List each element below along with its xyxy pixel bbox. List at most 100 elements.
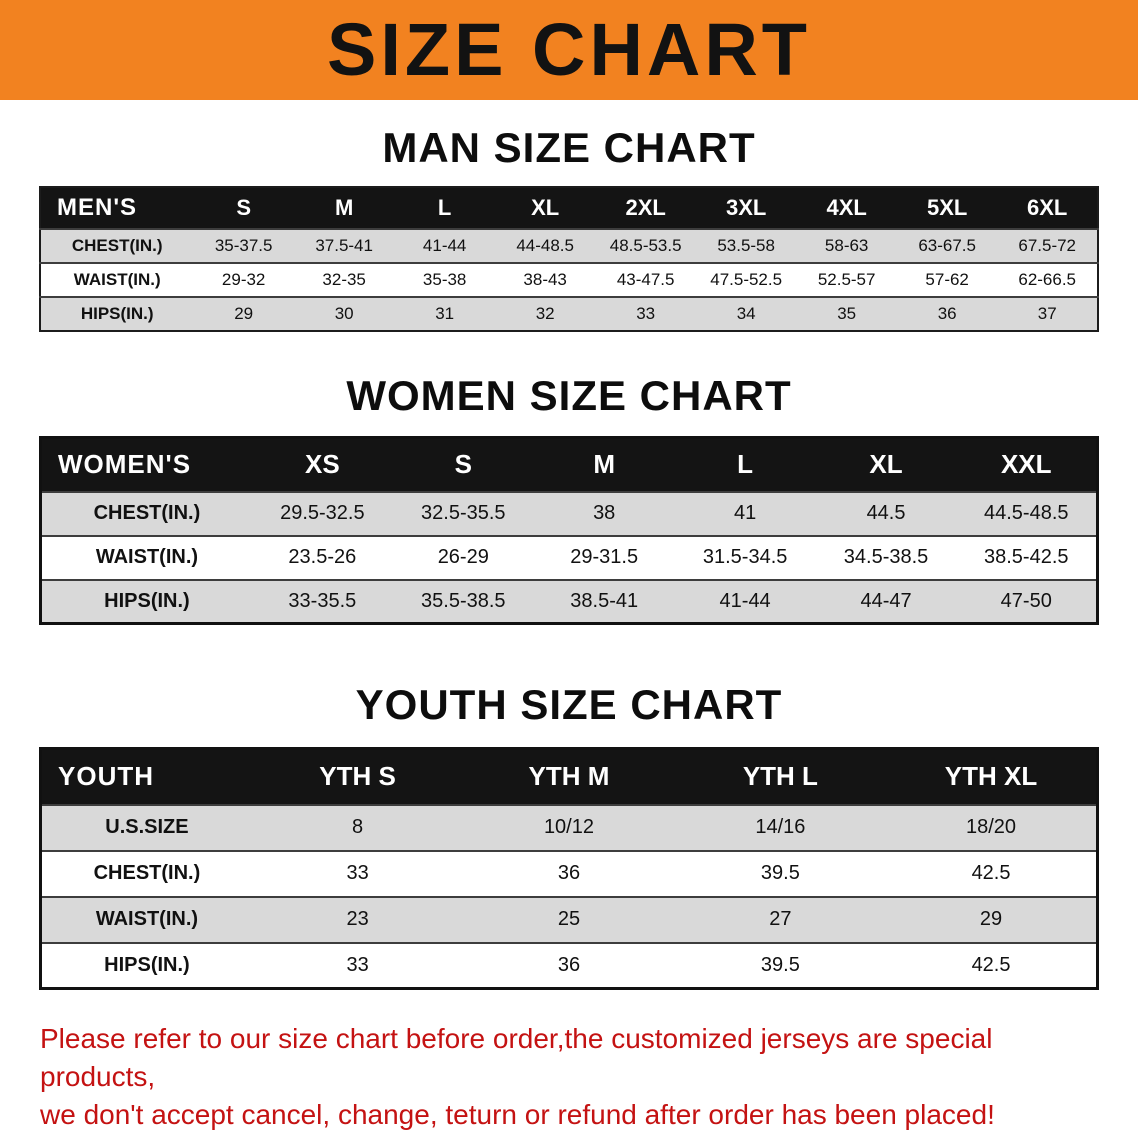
men-size-table: MEN'S S M L XL 2XL 3XL 4XL 5XL 6XL CHEST(IN.) 35-37… [39, 186, 1099, 332]
row-label: CHEST(IN.) [71, 236, 163, 255]
size-value: 23 [346, 908, 369, 930]
men-section-heading: MAN SIZE CHART [382, 124, 756, 171]
youth-size-table: YOUTH YTH S YTH M YTH L YTH XL U.S.SIZE 8 10/12… [39, 747, 1099, 990]
size-value: 29 [234, 304, 254, 323]
row-label: WAIST(IN.) [95, 908, 199, 930]
size-column-header: XL [531, 195, 560, 220]
size-column-header: YTH L [742, 761, 818, 792]
size-value: 52.5-57 [817, 270, 876, 289]
table-row: HIPS(IN.) 33-35.5 35.5-38.5 38.5-41 41-44 44-… [40, 579, 1098, 624]
table-header-row: WOMEN'S XS S M L XL XXL [40, 437, 1098, 492]
size-column-header: XS [305, 449, 340, 480]
size-value: 48.5-53.5 [609, 236, 682, 255]
size-column-header: L [737, 449, 754, 480]
table-row: CHEST(IN.) 35-37.5 37.5-41 41-44 44-48.5 48.5… [40, 229, 1098, 263]
size-column-header: 4XL [826, 195, 867, 220]
size-value: 53.5-58 [717, 236, 775, 255]
row-label: HIPS(IN.) [104, 589, 190, 612]
size-value: 63-67.5 [918, 236, 976, 255]
size-value: 29-32 [221, 270, 266, 289]
row-label: CHEST(IN.) [93, 862, 201, 884]
table-header-row: YOUTH YTH S YTH M YTH L YTH XL [40, 748, 1098, 805]
size-column-header: YTH XL [944, 761, 1038, 792]
size-value: 35-38 [422, 270, 467, 289]
table-row: WAIST(IN.) 29-32 32-35 35-38 38-43 43-47.5 47.… [40, 263, 1098, 297]
size-value: 38 [593, 502, 616, 524]
row-label: WAIST(IN.) [73, 270, 161, 289]
size-column-header: M [334, 195, 354, 220]
table-row: CHEST(IN.) 29.5-32.5 32.5-35.5 38 41 44.5 44.5… [40, 491, 1098, 536]
size-chart-body: MAN SIZE CHART MEN'S S M L XL 2XL 3XL 4XL 5XL 6XL… [0, 124, 1138, 1133]
size-value: 34.5-38.5 [843, 546, 929, 568]
size-value: 27 [769, 908, 792, 930]
size-value: 35 [837, 304, 857, 323]
size-column-header: M [593, 449, 616, 480]
size-value: 32-35 [322, 270, 366, 289]
size-value: 33 [346, 862, 369, 884]
table-title-cell: WOMEN'S [58, 449, 192, 480]
size-column-header: S [454, 449, 472, 480]
size-value: 36 [557, 862, 581, 884]
size-value: 67.5-72 [1018, 236, 1077, 255]
size-value: 33 [636, 304, 656, 323]
row-label: CHEST(IN.) [93, 502, 201, 524]
size-value: 37.5-41 [315, 236, 373, 255]
size-value: 38-43 [523, 270, 567, 289]
size-value: 62-66.5 [1018, 270, 1077, 289]
table-title-cell: MEN'S [57, 194, 138, 221]
size-value: 39.5 [760, 953, 800, 976]
size-value: 31 [435, 304, 455, 323]
size-value: 8 [352, 816, 364, 838]
table-row: CHEST(IN.) 33 36 39.5 42.5 [40, 850, 1098, 897]
size-value: 33-35.5 [288, 589, 357, 612]
size-value: 30 [334, 304, 354, 323]
size-value: 58-63 [824, 236, 869, 255]
table-row: WAIST(IN.) 23 25 27 29 [40, 896, 1098, 943]
row-label: U.S.SIZE [105, 816, 189, 838]
size-value: 44-48.5 [516, 236, 574, 255]
size-value: 41 [733, 502, 757, 524]
size-value: 32 [535, 304, 555, 323]
size-value: 10/12 [543, 816, 594, 838]
size-value: 31.5-34.5 [702, 546, 788, 568]
size-table: YOUTH YTH S YTH M YTH L YTH XL U.S.SIZE 8 10/12… [39, 747, 1099, 990]
size-chart-banner: SIZE CHART [0, 0, 1138, 100]
size-table: MEN'S S M L XL 2XL 3XL 4XL 5XL 6XL CHEST(IN.) 35-37… [39, 186, 1099, 332]
size-value: 14/16 [755, 816, 806, 838]
size-column-header: L [437, 195, 452, 220]
table-row: U.S.SIZE 8 10/12 14/16 18/20 [40, 804, 1098, 851]
size-value: 32.5-35.5 [421, 502, 506, 524]
size-column-header: S [236, 195, 251, 220]
size-value: 43-47.5 [616, 270, 675, 289]
page-title: SIZE CHART [327, 8, 811, 91]
disclaimer-line-2: we don't accept cancel, change, teturn o… [40, 1098, 995, 1130]
table-row: HIPS(IN.) 33 36 39.5 42.5 [40, 942, 1098, 989]
size-value: 42.5 [971, 953, 1011, 976]
size-column-header: YTH S [319, 761, 396, 792]
size-value: 42.5 [971, 862, 1011, 884]
size-value: 36 [937, 304, 957, 323]
row-label: WAIST(IN.) [95, 546, 199, 568]
size-value: 47-50 [1000, 589, 1052, 612]
size-column-header: XL [869, 449, 903, 480]
youth-section-heading: YOUTH SIZE CHART [355, 681, 783, 728]
men-section: MAN SIZE CHART MEN'S S M L XL 2XL 3XL 4XL 5XL 6XL… [0, 124, 1138, 332]
row-label: HIPS(IN.) [104, 953, 190, 976]
size-value: 26-29 [437, 546, 489, 568]
size-value: 35.5-38.5 [421, 589, 506, 612]
size-column-header: YTH M [528, 761, 610, 792]
size-value: 33 [346, 953, 369, 976]
row-label: HIPS(IN.) [80, 304, 154, 323]
size-value: 34 [736, 304, 756, 323]
disclaimer-line-1: Please refer to our size chart before or… [40, 1023, 993, 1092]
table-row: HIPS(IN.) 29 30 31 32 33 34 35 36 37 [40, 297, 1098, 331]
size-column-header: 6XL [1027, 195, 1068, 220]
women-section-heading: WOMEN SIZE CHART [346, 372, 792, 419]
size-value: 23.5-26 [288, 546, 357, 568]
size-value: 38.5-41 [570, 589, 639, 612]
table-title-cell: YOUTH [58, 761, 154, 792]
size-value: 44.5-48.5 [983, 502, 1069, 524]
table-row: WAIST(IN.) 23.5-26 26-29 29-31.5 31.5-34.5 34… [40, 535, 1098, 580]
women-section: WOMEN SIZE CHART WOMEN'S XS S M L XL XXL CHEST(… [0, 372, 1138, 625]
size-value: 29 [979, 908, 1003, 930]
